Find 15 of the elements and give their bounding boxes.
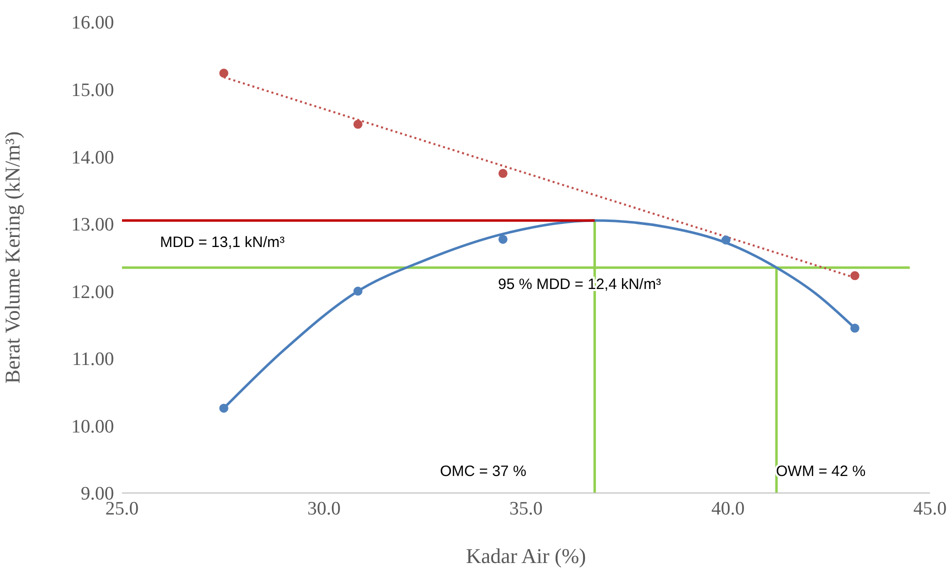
annotation: OMC = 37 %: [440, 463, 526, 480]
x-tick-label: 30.0: [307, 498, 341, 520]
y-tick-label: 12.00: [71, 282, 114, 303]
y-axis-title: Berat Volume Kering (kN/m³): [0, 131, 24, 384]
y-tick-label: 10.00: [71, 416, 114, 438]
y-tick-label: 15.00: [71, 80, 114, 102]
y-tick-label: 16.00: [71, 12, 114, 34]
y-tick-label: 14.00: [71, 147, 114, 168]
x-tick-label: 35.0: [509, 498, 543, 520]
y-tick-label: 11.00: [72, 349, 114, 370]
annotation: MDD = 13,1 kN/m³: [160, 234, 285, 251]
y-tick-label: 13.00: [71, 214, 114, 236]
x-tick-label: 40.0: [711, 498, 745, 520]
x-tick-label: 45.0: [913, 498, 947, 520]
x-axis-title: Kadar Air (%): [466, 544, 586, 568]
